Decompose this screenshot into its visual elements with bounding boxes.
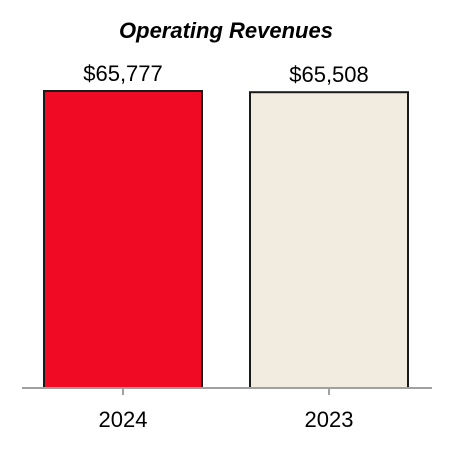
bar-2024 xyxy=(43,90,203,389)
chart-title: Operating Revenues xyxy=(119,18,333,43)
bar-2023 xyxy=(249,91,409,390)
tick-label-2023: 2023 xyxy=(305,407,354,432)
tick-label-2024: 2024 xyxy=(99,407,148,432)
data-label-2024: $65,777 xyxy=(83,61,163,86)
data-label-2023: $65,508 xyxy=(289,62,369,87)
